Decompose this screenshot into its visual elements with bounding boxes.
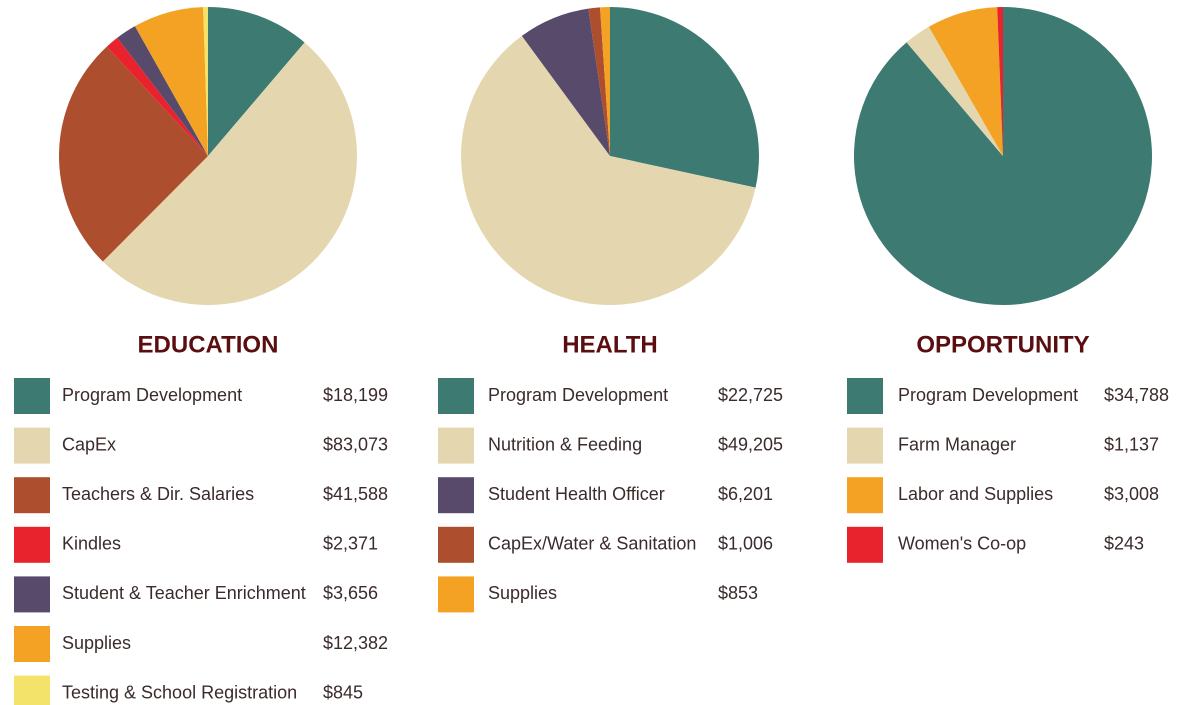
pie-slice xyxy=(588,7,610,156)
legend-label: CapEx/Water & Sanitation xyxy=(488,534,696,554)
legend-value: $83,073 xyxy=(323,434,388,454)
legend-value: $12,382 xyxy=(323,633,388,653)
chart-title: HEALTH xyxy=(562,331,658,358)
pie-slice xyxy=(521,8,610,156)
legend-label: Program Development xyxy=(488,385,668,405)
legend-value: $243 xyxy=(1104,534,1144,554)
legend-swatch xyxy=(14,576,50,613)
legend-label: Program Development xyxy=(898,385,1078,405)
legend-swatch xyxy=(438,427,474,464)
pie-slice xyxy=(906,26,1003,157)
legend-label: CapEx xyxy=(62,434,116,454)
legend-value: $6,201 xyxy=(718,484,773,504)
legend-swatch xyxy=(14,626,50,662)
legend-value: $845 xyxy=(323,682,363,702)
chart-title: EDUCATION xyxy=(138,331,279,358)
legend-value: $2,371 xyxy=(323,534,378,554)
legend-label: Nutrition & Feeding xyxy=(488,434,642,454)
legend-label: Teachers & Dir. Salaries xyxy=(62,484,254,504)
legend-value: $3,008 xyxy=(1104,484,1159,504)
legend-label: Farm Manager xyxy=(898,434,1016,454)
legend-value: $853 xyxy=(718,583,758,603)
legend-label: Kindles xyxy=(62,534,121,554)
pie-slice xyxy=(102,42,357,305)
legend-value: $1,137 xyxy=(1104,434,1159,454)
legend-swatch xyxy=(438,477,474,514)
legend-swatch xyxy=(14,427,50,464)
legend-swatch xyxy=(14,675,50,705)
legend-label: Student & Teacher Enrichment xyxy=(62,583,306,603)
legend-value: $49,205 xyxy=(718,434,783,454)
legend-swatch xyxy=(438,576,474,613)
pie-slice xyxy=(208,7,305,156)
legend-label: Program Development xyxy=(62,385,242,405)
legend-label: Student Health Officer xyxy=(488,484,665,504)
pie-slice xyxy=(997,7,1003,156)
pie-slice xyxy=(461,35,756,306)
legend-swatch xyxy=(847,378,883,414)
legend-label: Testing & School Registration xyxy=(62,682,297,702)
legend-label: Supplies xyxy=(488,583,557,603)
legend-swatch xyxy=(438,526,474,563)
legend-value: $3,656 xyxy=(323,583,378,603)
legend-value: $41,588 xyxy=(323,484,388,504)
pie-slice xyxy=(600,7,610,156)
legend-label: Supplies xyxy=(62,633,131,653)
legend-value: $34,788 xyxy=(1104,385,1169,405)
legend-value: $1,006 xyxy=(718,534,773,554)
legend-value: $18,199 xyxy=(323,385,388,405)
pie-slice xyxy=(58,46,208,262)
legend-swatch xyxy=(847,477,883,514)
pie-slice xyxy=(610,7,759,188)
pie-slice xyxy=(106,37,208,156)
pie-slice xyxy=(203,7,208,156)
chart-title: OPPORTUNITY xyxy=(916,331,1089,358)
pie-slice xyxy=(134,7,208,157)
legend-swatch xyxy=(14,477,50,514)
legend-label: Women's Co-op xyxy=(898,534,1026,554)
legend-label: Labor and Supplies xyxy=(898,484,1053,504)
legend-swatch xyxy=(14,378,50,414)
pie-slice xyxy=(928,7,1003,157)
legend-swatch xyxy=(438,378,474,414)
legend-swatch xyxy=(847,526,883,563)
legend-swatch xyxy=(14,526,50,563)
pie-slice xyxy=(117,26,208,156)
legend-swatch xyxy=(847,427,883,464)
legend-value: $22,725 xyxy=(718,385,783,405)
